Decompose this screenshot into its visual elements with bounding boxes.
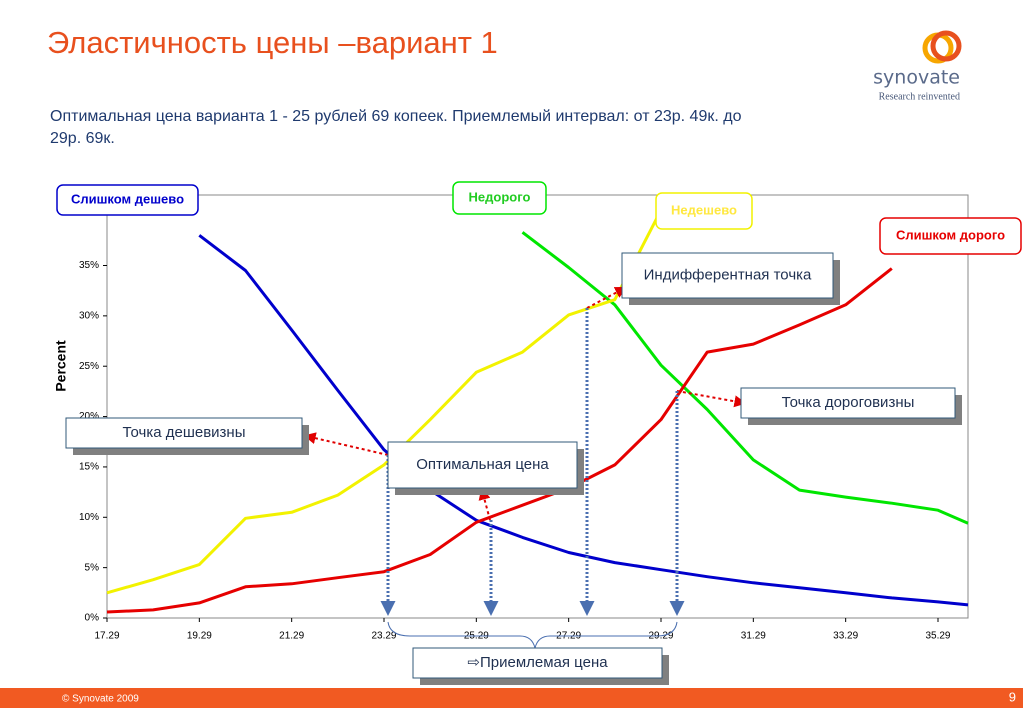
y-tick-label: 5% bbox=[85, 562, 100, 573]
x-tick-label: 21.29 bbox=[279, 631, 304, 642]
x-tick-label: 33.29 bbox=[833, 631, 858, 642]
series-line bbox=[106, 209, 663, 595]
legend-box bbox=[655, 192, 753, 230]
y-tick-label: 30% bbox=[79, 310, 99, 321]
x-tick-label: 35.29 bbox=[925, 631, 950, 642]
tagline: Research reinvented bbox=[879, 91, 960, 102]
legend-label: Слишком дешево bbox=[71, 191, 184, 206]
annotation-text: Индифферентная точка bbox=[644, 266, 812, 283]
annotation-box bbox=[65, 417, 303, 449]
y-tick-label: 0% bbox=[85, 613, 100, 624]
y-axis-label: Percent bbox=[53, 340, 69, 392]
annotation-text: Оптимальная цена bbox=[416, 456, 549, 473]
annotation-text: ⇨Приемлемая цена bbox=[467, 654, 608, 671]
x-tick-label: 23.29 bbox=[371, 631, 396, 642]
logo bbox=[922, 30, 962, 64]
annotation-text: Точка дороговизны bbox=[782, 394, 915, 411]
annotation-box bbox=[387, 441, 578, 489]
title: Эластичность цены –вариант 1 bbox=[47, 25, 498, 60]
annotation-box bbox=[412, 647, 663, 679]
annotation-box bbox=[621, 252, 834, 299]
legend-box bbox=[879, 217, 1022, 255]
legend-label: Слишком дорого bbox=[896, 227, 1005, 242]
x-tick-label: 31.29 bbox=[741, 631, 766, 642]
legend-label: Недешево bbox=[671, 202, 737, 217]
legend-box bbox=[56, 184, 199, 216]
y-tick-label: 25% bbox=[79, 361, 99, 372]
series-line bbox=[106, 267, 893, 614]
subtitle: Оптимальная цена варианта 1 - 25 рублей … bbox=[50, 108, 742, 147]
footer: © Synovate 2009 bbox=[62, 694, 139, 705]
y-tick-label: 20% bbox=[79, 411, 99, 422]
y-tick-label: 10% bbox=[79, 512, 99, 523]
series-line bbox=[521, 231, 969, 525]
y-tick-label: 15% bbox=[79, 462, 99, 473]
brand: synovate bbox=[873, 67, 960, 89]
annotation-box bbox=[740, 387, 956, 419]
x-tick-label: 19.29 bbox=[187, 631, 212, 642]
footer-bar bbox=[0, 688, 1023, 708]
series-line bbox=[198, 234, 969, 607]
x-tick-label: 17.29 bbox=[94, 631, 119, 642]
legend-label: Недорого bbox=[469, 189, 531, 204]
annotations: Слишком дешево Недорого Недешево Слишком до… bbox=[56, 181, 1022, 685]
page-number: 9 bbox=[1009, 689, 1016, 704]
y-tick-label: 35% bbox=[79, 260, 99, 271]
legend-box bbox=[452, 181, 547, 215]
annotation-text: Точка дешевизны bbox=[123, 424, 246, 441]
